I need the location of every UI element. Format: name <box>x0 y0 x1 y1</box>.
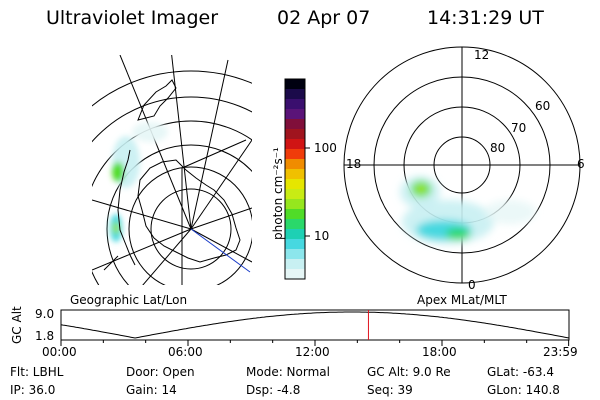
instrument-title: Ultraviolet Imager <box>46 7 219 29</box>
timeline-ylabel: GC Alt <box>10 306 24 344</box>
geo-map-caption: Geographic Lat/Lon <box>70 293 188 307</box>
colorbar-stripe <box>285 219 305 230</box>
glat-info: GLat: -63.4 <box>487 365 554 379</box>
colorbar-stripe <box>285 79 305 90</box>
colorbar-stripe <box>285 159 305 170</box>
glon-info: GLon: 140.8 <box>487 383 560 397</box>
colorbar-stripe <box>285 199 305 210</box>
colorbar-stripe <box>285 89 305 100</box>
dsp-info: Dsp: -4.8 <box>246 383 301 397</box>
colorbar-stripe <box>285 169 305 180</box>
colorbar-stripe <box>285 209 305 220</box>
time-label: 14:31:29 UT <box>427 7 544 29</box>
colorbar-tick-100: 100 <box>314 141 337 155</box>
timeline-xtick-1: 06:00 <box>168 345 203 359</box>
colorbar-stripe <box>285 189 305 200</box>
mode-info: Mode: Normal <box>246 365 330 379</box>
timeline-ytick-min: 1.8 <box>35 329 55 343</box>
door-info: Door: Open <box>126 365 195 379</box>
timeline-ytick-max: 9.0 <box>35 307 55 321</box>
colorbar-stripe <box>285 119 305 130</box>
colorbar-stripe <box>285 129 305 140</box>
gcalt-info: GC Alt: 9.0 Re <box>367 365 451 379</box>
apex-map-caption: Apex MLat/MLT <box>417 293 507 307</box>
colorbar-tick-10: 10 <box>314 229 330 243</box>
colorbar-stripe <box>285 259 305 270</box>
timeline-xtick-4: 23:59 <box>543 345 578 359</box>
timeline-xtick-2: 12:00 <box>295 345 330 359</box>
mlt-label-0: 0 <box>468 278 476 292</box>
colorbar-stripe <box>285 179 305 190</box>
mlt-label-6: 6 <box>577 157 585 171</box>
mlt-label-12: 12 <box>474 48 490 62</box>
colorbar-stripe <box>285 269 305 280</box>
date-label: 02 Apr 07 <box>277 7 371 29</box>
mlat-label-80: 80 <box>490 141 506 155</box>
mlat-label-60: 60 <box>535 99 551 113</box>
colorbar-stripe <box>285 249 305 260</box>
filter-info: Flt: LBHL <box>10 365 64 379</box>
colorbar-stripe <box>285 239 305 250</box>
colorbar-stripe <box>285 229 305 240</box>
colorbar-stripe <box>285 109 305 120</box>
timeline-xtick-3: 18:00 <box>422 345 457 359</box>
seq-info: Seq: 39 <box>367 383 413 397</box>
colorbar-stripe <box>285 149 305 160</box>
ip-info: IP: 36.0 <box>10 383 56 397</box>
mlat-label-70: 70 <box>511 121 527 135</box>
mlt-label-18: 18 <box>346 157 362 171</box>
colorbar-stripe <box>285 99 305 110</box>
gain-info: Gain: 14 <box>126 383 177 397</box>
timeline-xtick-0: 00:00 <box>42 345 77 359</box>
colorbar-stripe <box>285 139 305 150</box>
